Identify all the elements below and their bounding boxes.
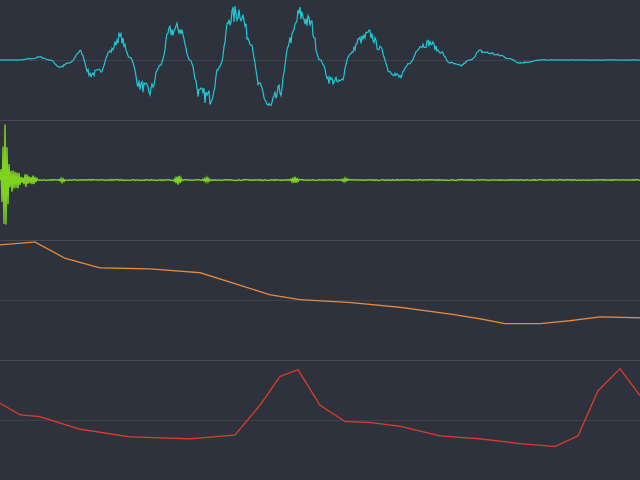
waveform-trace <box>0 6 640 107</box>
red-trace <box>0 367 640 448</box>
impulse-trace <box>0 124 640 225</box>
orange-trace <box>0 241 640 325</box>
